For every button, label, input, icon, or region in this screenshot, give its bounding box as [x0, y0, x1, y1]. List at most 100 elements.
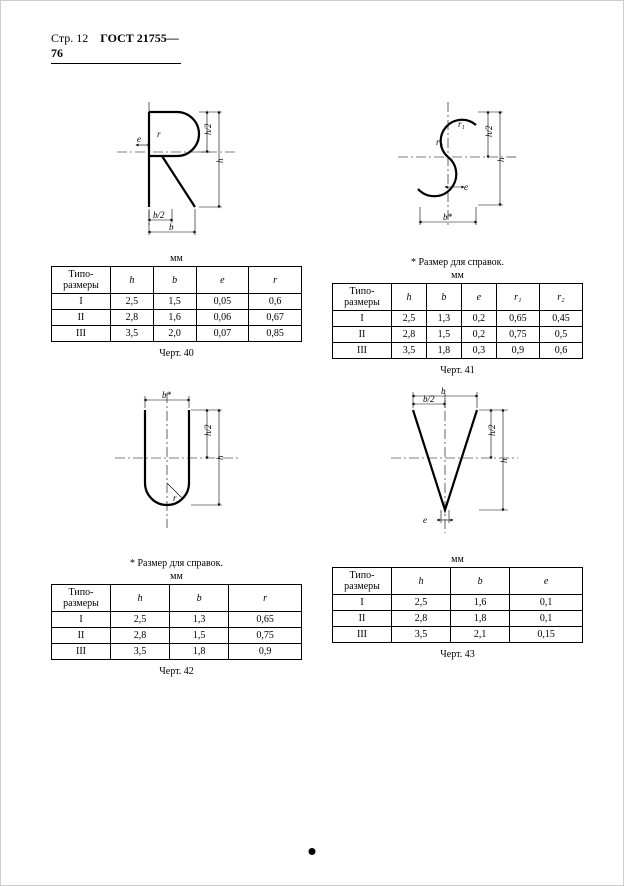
table-cell: 0,15 [510, 627, 583, 643]
col-header: b [426, 284, 461, 311]
col-header: e [461, 284, 496, 311]
table-cell: III [52, 644, 111, 660]
table-cell: III [52, 326, 111, 342]
table-cell: 1,5 [170, 628, 229, 644]
table-cell: 3,5 [111, 644, 170, 660]
table-U: Типо-размерыhbrI2,51,30,65II2,81,50,75II… [51, 584, 302, 660]
svg-text:h/2: h/2 [487, 424, 497, 436]
svg-text:b*: b* [162, 390, 172, 400]
table-cell: 1,8 [426, 343, 461, 359]
table-cell: 0,3 [461, 343, 496, 359]
col-header: Типо-размеры [52, 267, 111, 294]
table-cell: II [333, 611, 392, 627]
table-V: Типо-размерыhbeI2,51,60,1II2,81,80,1III3… [332, 567, 583, 643]
figure-R: h/2 h r e b/2 b мм Типо-размерыhberI2,51… [51, 97, 302, 376]
col-header: r₁ [496, 284, 539, 311]
page-dot [309, 848, 316, 855]
page-header: Стр. 12 ГОСТ 21755—76 [51, 31, 181, 64]
figure-U: b* h/2 h r * Размер для справок. мм Типо… [51, 388, 302, 677]
svg-text:e: e [137, 134, 141, 144]
table-cell: 2,1 [451, 627, 510, 643]
col-header: b [170, 585, 229, 612]
table-cell: 2,5 [111, 612, 170, 628]
table-row: II2,81,60,060,67 [52, 310, 302, 326]
unit-V: мм [451, 554, 464, 565]
table-cell: II [333, 327, 392, 343]
col-header: h [111, 585, 170, 612]
table-cell: 3,5 [111, 326, 154, 342]
table-row: II2,81,80,1 [333, 611, 583, 627]
svg-text:h/2: h/2 [203, 123, 213, 135]
table-cell: II [52, 310, 111, 326]
table-cell: 1,6 [451, 595, 510, 611]
table-cell: 0,6 [539, 343, 582, 359]
table-row: III3,52,10,15 [333, 627, 583, 643]
svg-text:h/2: h/2 [203, 424, 213, 436]
table-cell: 1,3 [426, 311, 461, 327]
table-cell: 2,8 [392, 611, 451, 627]
figure-V: b b/2 h/2 h e мм Типо-размерыhbeI2,51,60… [332, 388, 583, 677]
table-cell: 0,67 [249, 310, 302, 326]
svg-text:r₁: r₁ [458, 119, 465, 129]
table-cell: 2,8 [111, 310, 154, 326]
table-row: II2,81,50,75 [52, 628, 302, 644]
table-cell: 0,07 [196, 326, 249, 342]
col-header: b [153, 267, 196, 294]
unit-U: мм [170, 571, 183, 582]
table-cell: 0,6 [249, 294, 302, 310]
note-U: * Размер для справок. [130, 558, 223, 569]
svg-text:b/2: b/2 [423, 394, 435, 404]
svg-text:r: r [173, 493, 177, 503]
table-cell: II [52, 628, 111, 644]
table-cell: III [333, 343, 392, 359]
drawing-S: r₁ r₂ h/2 h e b* [388, 97, 528, 247]
table-cell: 0,06 [196, 310, 249, 326]
table-row: I2,51,60,1 [333, 595, 583, 611]
col-header: r₂ [539, 284, 582, 311]
table-row: III3,52,00,070,85 [52, 326, 302, 342]
table-cell: 1,8 [451, 611, 510, 627]
table-cell: 0,9 [496, 343, 539, 359]
table-cell: 0,75 [496, 327, 539, 343]
table-cell: 0,85 [249, 326, 302, 342]
caption-V: Черт. 43 [440, 649, 474, 660]
col-header: b [451, 568, 510, 595]
drawing-U: b* h/2 h r [107, 388, 247, 548]
table-cell: 0,65 [496, 311, 539, 327]
svg-text:b*: b* [443, 212, 453, 222]
table-cell: 0,65 [229, 612, 302, 628]
table-cell: I [52, 294, 111, 310]
note-S: * Размер для справок. [411, 257, 504, 268]
svg-text:b: b [169, 222, 174, 232]
table-cell: 0,5 [539, 327, 582, 343]
table-cell: 1,8 [170, 644, 229, 660]
svg-text:r: r [157, 129, 161, 139]
caption-R: Черт. 40 [159, 348, 193, 359]
table-cell: 2,8 [111, 628, 170, 644]
caption-S: Черт. 41 [440, 365, 474, 376]
table-cell: 0,1 [510, 611, 583, 627]
table-cell: 2,0 [153, 326, 196, 342]
table-cell: I [52, 612, 111, 628]
table-cell: 0,45 [539, 311, 582, 327]
svg-text:h: h [215, 455, 225, 460]
col-header: Типо-размеры [333, 284, 392, 311]
table-cell: 0,2 [461, 311, 496, 327]
drawing-R: h/2 h r e b/2 b [107, 97, 247, 247]
table-cell: 2,5 [392, 595, 451, 611]
table-cell: 0,05 [196, 294, 249, 310]
svg-text:h/2: h/2 [484, 125, 494, 137]
svg-text:r₂: r₂ [436, 137, 443, 147]
table-row: II2,81,50,20,750,5 [333, 327, 583, 343]
table-cell: 2,5 [111, 294, 154, 310]
svg-text:e: e [464, 182, 468, 192]
col-header: Типо-размеры [333, 568, 392, 595]
table-cell: 0,9 [229, 644, 302, 660]
table-cell: 2,8 [392, 327, 427, 343]
figure-S: r₁ r₂ h/2 h e b* * Размер для справок. м… [332, 97, 583, 376]
unit-R: мм [170, 253, 183, 264]
table-cell: 2,5 [392, 311, 427, 327]
table-cell: 0,2 [461, 327, 496, 343]
drawing-V: b b/2 h/2 h e [383, 388, 533, 548]
col-header: h [392, 568, 451, 595]
